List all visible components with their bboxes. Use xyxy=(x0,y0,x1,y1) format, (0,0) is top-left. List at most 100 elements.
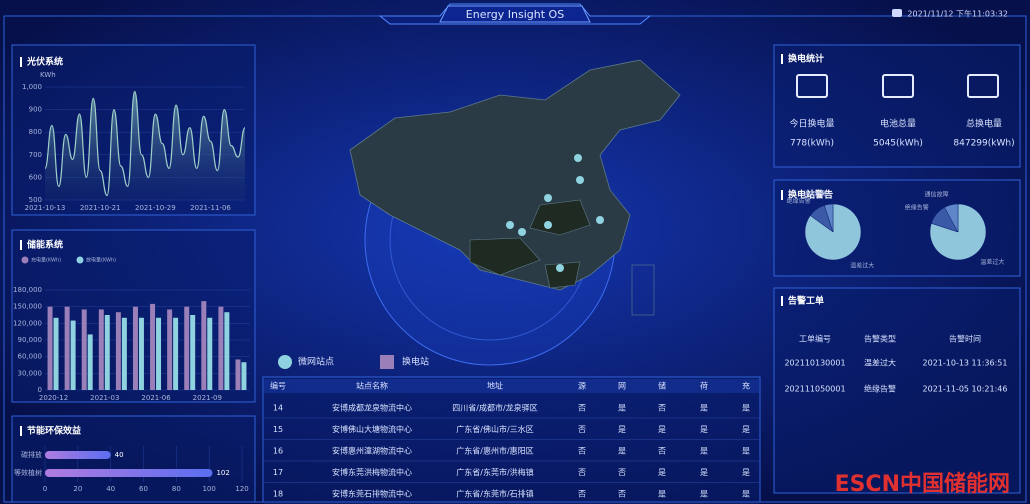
table-header-bg xyxy=(264,379,759,393)
icon xyxy=(796,74,828,98)
x-tick-label: 2021-10-29 xyxy=(135,204,176,212)
x-tick-label: 40 xyxy=(106,485,115,493)
value-label: 102 xyxy=(216,469,229,477)
cell: 广东省/惠州市/惠阳区 xyxy=(456,446,533,456)
y-tick-label: 120,000 xyxy=(13,319,42,327)
pie-label: 通信故障 xyxy=(803,190,827,198)
cell: 17 xyxy=(273,468,283,477)
title-accents xyxy=(20,54,783,436)
cell: 是 xyxy=(700,404,708,413)
cell: 是 xyxy=(658,490,666,499)
bar xyxy=(53,317,59,390)
y-axis-unit: KWh xyxy=(40,71,56,79)
cell: 2021-11-05 10:21:46 xyxy=(923,385,1008,394)
panel-title: 换电统计 xyxy=(788,53,824,65)
cell: 是 xyxy=(658,468,666,477)
y-tick-label: 600 xyxy=(29,173,42,181)
bar xyxy=(45,451,111,459)
legend-marker xyxy=(278,355,292,369)
accent xyxy=(781,296,783,306)
bar xyxy=(87,334,93,390)
cell: 是 xyxy=(700,447,708,456)
stat-label: 今日换电量 xyxy=(789,118,834,130)
panel-title: 换电站警告 xyxy=(788,189,833,201)
column-header: 工单编号 xyxy=(799,334,831,344)
bar xyxy=(104,315,110,390)
cell: 广东省/东莞市/石排镇 xyxy=(456,489,533,499)
bar xyxy=(173,317,179,390)
panel-title: 光伏系统 xyxy=(26,56,63,68)
watermark: ESCN中国储能网 xyxy=(835,471,1010,497)
x-tick-label: 2021-10-13 xyxy=(25,204,66,212)
cell: 否 xyxy=(658,404,666,413)
map-inset xyxy=(631,264,655,316)
icon xyxy=(967,74,999,98)
bar xyxy=(224,312,230,390)
cell: 否 xyxy=(578,490,586,499)
stat-value: 847299(kWh) xyxy=(953,139,1014,149)
cell: 否 xyxy=(618,490,626,499)
bar xyxy=(184,306,190,390)
x-tick-label: 2020-12 xyxy=(39,394,68,402)
pie-label: 绝缘告警 xyxy=(787,197,811,205)
y-tick-label: 1,000 xyxy=(22,83,42,91)
cell: 是 xyxy=(742,490,750,499)
bar xyxy=(190,315,196,390)
app-title: Energy Insight OS xyxy=(466,8,564,21)
bar xyxy=(115,312,121,390)
icon xyxy=(882,74,914,98)
line xyxy=(44,90,246,197)
pie-slice xyxy=(824,203,834,233)
site-dot xyxy=(518,228,526,236)
cell: 14 xyxy=(273,404,283,413)
legend-label: 放电量(KWh) xyxy=(86,257,116,264)
cell: 是 xyxy=(618,404,626,413)
x-tick-label: 2021-11-06 xyxy=(190,204,231,212)
cell: 2021-10-13 11:36:51 xyxy=(923,359,1008,368)
cell: 是 xyxy=(618,425,626,434)
accent xyxy=(20,240,22,250)
title-frame xyxy=(439,5,591,23)
bar xyxy=(98,309,104,390)
cell: 广东省/东莞市/洪梅镇 xyxy=(456,467,533,477)
accent xyxy=(781,54,783,64)
cell: 否 xyxy=(578,425,586,434)
site-dot xyxy=(596,216,604,224)
panel-title: 节能环保效益 xyxy=(27,425,81,437)
panel xyxy=(773,44,1021,168)
legend-label: 充电量(KWh) xyxy=(31,257,61,264)
bar xyxy=(45,469,213,477)
pie-label: 温差过大 xyxy=(980,258,1004,266)
bar xyxy=(150,303,156,390)
column-header: 地址 xyxy=(487,381,503,391)
legend-label: 微网站点 xyxy=(298,356,334,368)
cell: 是 xyxy=(618,447,626,456)
accent xyxy=(781,190,783,200)
x-tick-label: 120 xyxy=(235,485,248,493)
cell: 18 xyxy=(273,490,283,499)
y-tick-label: 150,000 xyxy=(13,303,42,311)
map-points xyxy=(506,154,604,272)
bar xyxy=(207,317,213,390)
column-header: 源 xyxy=(578,382,586,391)
x-tick-label: 2021-06 xyxy=(141,394,171,402)
site-dot xyxy=(544,221,552,229)
cell: 温差过大 xyxy=(864,358,896,368)
cell: 否 xyxy=(618,468,626,477)
cell: 是 xyxy=(700,468,708,477)
stat-value: 778(kWh) xyxy=(790,139,834,149)
cell: 是 xyxy=(700,490,708,499)
stat-label: 总换电量 xyxy=(966,118,1002,130)
bar xyxy=(121,317,127,390)
cell: 是 xyxy=(700,425,708,434)
y-tick-label: 180,000 xyxy=(13,286,42,294)
cell: 安博成都龙泉物流中心 xyxy=(332,403,412,413)
column-header: 站点名称 xyxy=(356,381,388,391)
column-header: 充 xyxy=(742,381,750,391)
pie-label: 绝缘告警 xyxy=(905,203,929,211)
cell: 16 xyxy=(273,447,283,456)
bar xyxy=(70,320,76,390)
stat-icons xyxy=(796,74,999,98)
bar xyxy=(167,309,173,390)
